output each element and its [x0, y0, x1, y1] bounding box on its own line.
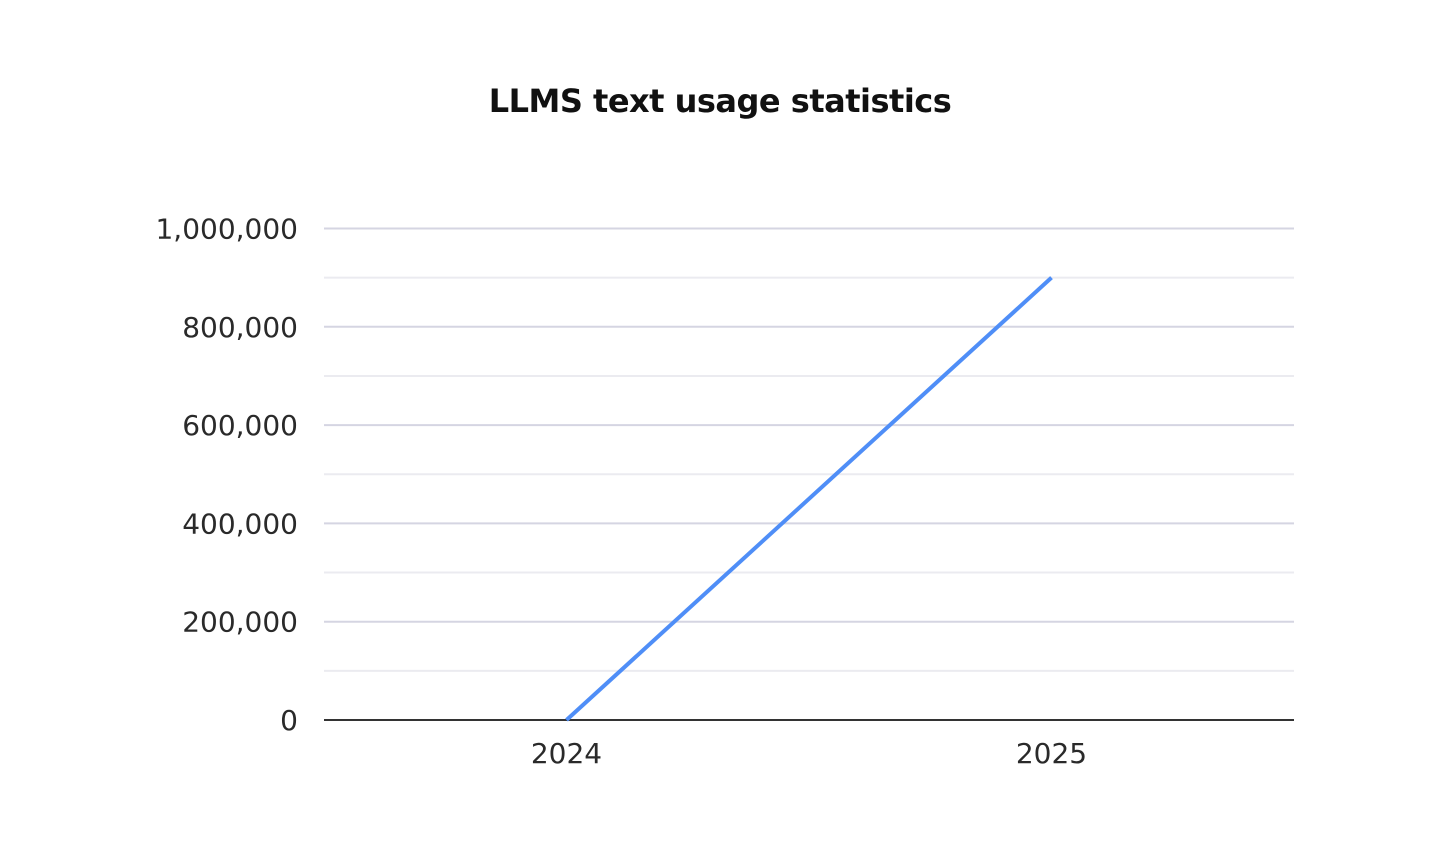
- y-tick-label: 0: [280, 704, 298, 737]
- y-tick-label: 600,000: [182, 409, 298, 442]
- x-tick-label: 2024: [531, 737, 602, 770]
- y-tick-label: 800,000: [182, 311, 298, 344]
- y-tick-label: 400,000: [182, 507, 298, 540]
- y-tick-label: 200,000: [182, 606, 298, 639]
- series-line: [565, 276, 1053, 722]
- chart-title: LLMS text usage statistics: [488, 82, 952, 120]
- x-tick-label: 2025: [1016, 737, 1087, 770]
- y-tick-label: 1,000,000: [155, 213, 298, 246]
